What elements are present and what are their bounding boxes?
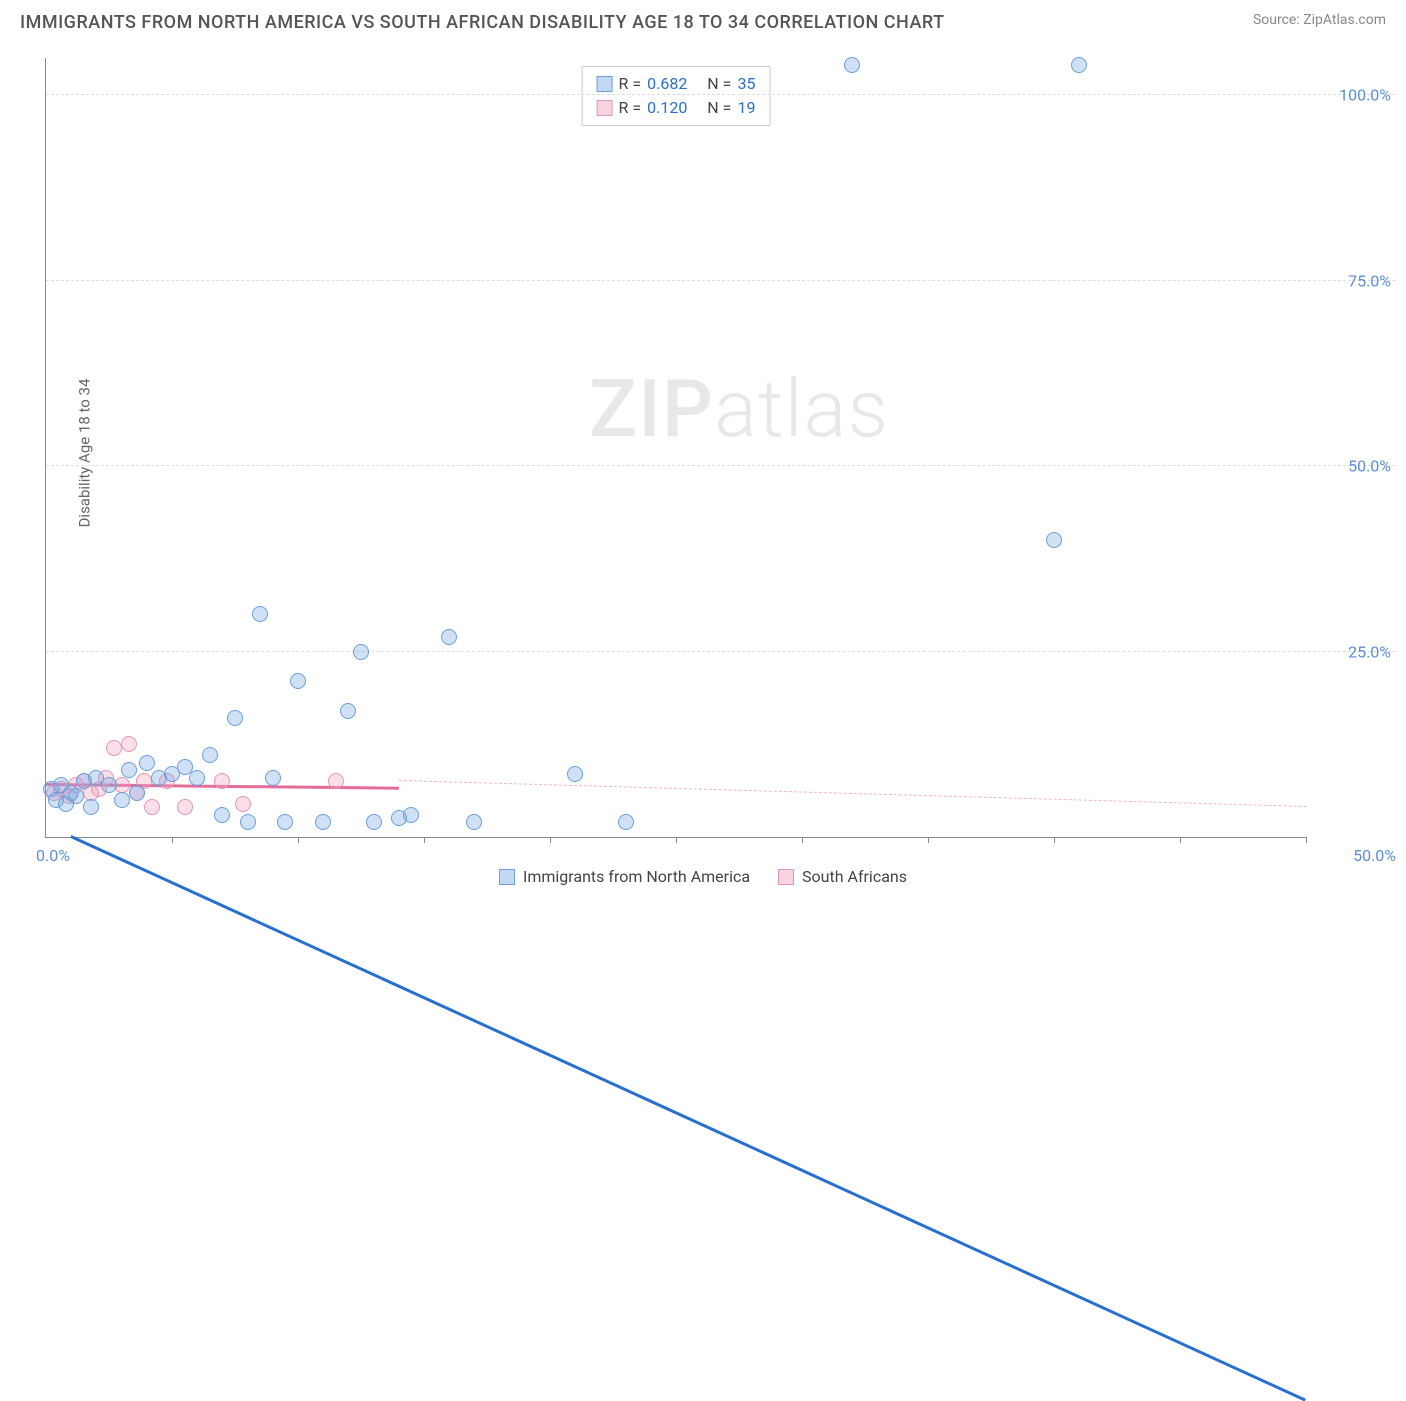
gridline <box>46 94 1396 95</box>
y-tick-label: 100.0% <box>1316 86 1391 105</box>
data-point <box>366 814 382 830</box>
x-axis-end-label: 50.0% <box>1353 846 1396 865</box>
data-point <box>68 788 84 804</box>
data-point <box>189 770 205 786</box>
data-point <box>567 766 583 782</box>
chart-area: Disability Age 18 to 34 ZIPatlas R = 0.6… <box>0 48 1406 858</box>
data-point <box>214 807 230 823</box>
data-point <box>441 629 457 645</box>
x-tick <box>550 837 551 843</box>
gridline <box>46 651 1396 652</box>
data-point <box>235 796 251 812</box>
data-point <box>114 792 130 808</box>
data-point <box>403 807 419 823</box>
data-point <box>121 736 137 752</box>
data-point <box>252 606 268 622</box>
trend-line <box>399 780 1306 807</box>
data-point <box>1046 532 1062 548</box>
series-legend: Immigrants from North America South Afri… <box>0 867 1406 886</box>
y-tick-label: 25.0% <box>1316 642 1391 661</box>
data-point <box>265 770 281 786</box>
data-point <box>340 703 356 719</box>
x-tick <box>928 837 929 843</box>
trend-line <box>71 835 1307 1401</box>
legend-row: R = 0.120 N = 19 <box>597 96 756 120</box>
data-point <box>290 673 306 689</box>
x-tick <box>172 837 173 843</box>
legend-item: South Africans <box>778 867 907 886</box>
data-point <box>466 814 482 830</box>
legend-swatch-blue <box>597 76 613 92</box>
data-point <box>240 814 256 830</box>
y-tick-label: 50.0% <box>1316 457 1391 476</box>
x-tick <box>802 837 803 843</box>
legend-item: Immigrants from North America <box>499 867 750 886</box>
data-point <box>844 57 860 73</box>
data-point <box>328 773 344 789</box>
chart-title: IMMIGRANTS FROM NORTH AMERICA VS SOUTH A… <box>20 12 945 33</box>
data-point <box>83 799 99 815</box>
legend-swatch-blue <box>499 869 515 885</box>
legend-swatch-pink <box>778 869 794 885</box>
data-point <box>214 773 230 789</box>
data-point <box>618 814 634 830</box>
data-point <box>202 747 218 763</box>
data-point <box>177 799 193 815</box>
data-point <box>353 644 369 660</box>
data-point <box>227 710 243 726</box>
gridline <box>46 280 1396 281</box>
data-point <box>315 814 331 830</box>
x-tick <box>424 837 425 843</box>
source-attribution: Source: ZipAtlas.com <box>1253 12 1386 28</box>
data-point <box>1071 57 1087 73</box>
data-point <box>277 814 293 830</box>
x-tick <box>1054 837 1055 843</box>
gridline <box>46 465 1396 466</box>
data-point <box>106 740 122 756</box>
data-point <box>139 755 155 771</box>
x-tick <box>1180 837 1181 843</box>
data-point <box>101 777 117 793</box>
plot-area: ZIPatlas R = 0.682 N = 35 R = 0.120 N = … <box>45 58 1306 838</box>
y-tick-label: 75.0% <box>1316 271 1391 290</box>
data-point <box>129 785 145 801</box>
legend-swatch-pink <box>597 100 613 116</box>
watermark: ZIPatlas <box>589 362 889 456</box>
x-tick <box>298 837 299 843</box>
data-point <box>144 799 160 815</box>
correlation-legend: R = 0.682 N = 35 R = 0.120 N = 19 <box>582 66 771 126</box>
data-point <box>121 762 137 778</box>
x-tick <box>1306 837 1307 843</box>
x-tick <box>676 837 677 843</box>
legend-row: R = 0.682 N = 35 <box>597 72 756 96</box>
x-axis-start-label: 0.0% <box>36 846 70 865</box>
